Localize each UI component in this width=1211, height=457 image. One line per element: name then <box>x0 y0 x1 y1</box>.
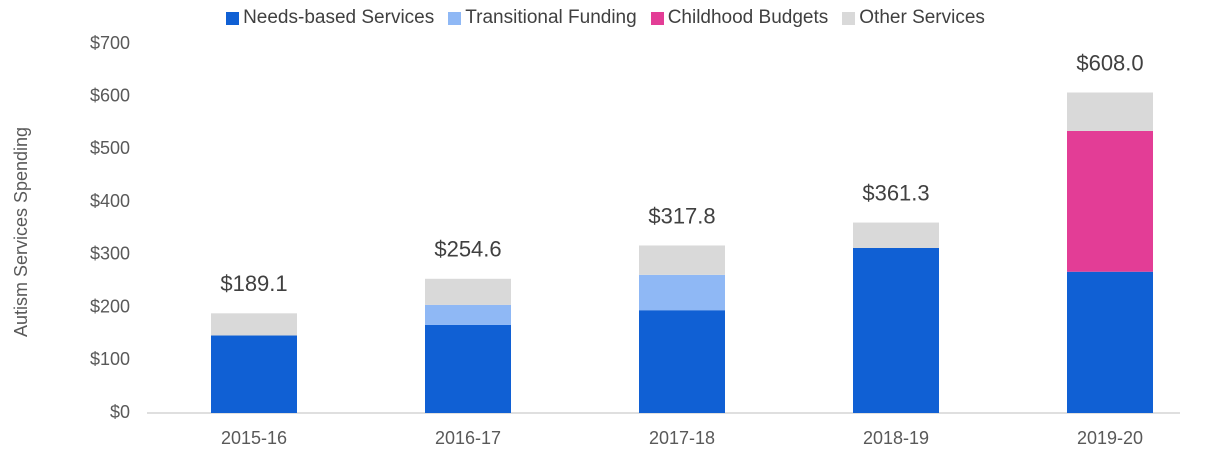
bar-segment <box>211 335 297 413</box>
legend-swatch <box>448 11 462 25</box>
bar-segment <box>1067 271 1153 413</box>
legend-label: Needs-based Services <box>243 7 435 28</box>
bar-segment <box>211 313 297 336</box>
legend-item: Needs-based Services <box>226 7 434 29</box>
y-tick-label: $700 <box>90 33 130 53</box>
legend-item: Childhood Budgets <box>650 7 829 29</box>
legend-swatch <box>226 11 240 25</box>
legend-item: Other Services <box>842 7 985 29</box>
y-tick-label: $400 <box>90 191 130 211</box>
legend-swatch <box>650 11 664 25</box>
total-label: $361.3 <box>862 180 929 205</box>
bar-segment <box>639 274 725 311</box>
y-tick-label: $0 <box>110 402 130 422</box>
x-tick-label: 2015-16 <box>221 428 287 448</box>
y-tick-label: $100 <box>90 349 130 369</box>
legend-label: Transitional Funding <box>465 7 637 28</box>
x-tick-label: 2018-19 <box>863 428 929 448</box>
x-tick-label: 2016-17 <box>435 428 501 448</box>
y-axis-title: Autism Services Spending <box>11 127 31 337</box>
bar-segment <box>639 310 725 413</box>
bar-segment <box>1067 130 1153 272</box>
bar-segment <box>425 278 511 305</box>
bar-segment <box>853 222 939 249</box>
legend-label: Childhood Budgets <box>667 7 829 28</box>
legend-swatch <box>842 11 856 25</box>
bar-segment <box>1067 92 1153 131</box>
legend-item: Transitional Funding <box>448 7 637 29</box>
bar-segment <box>853 248 939 413</box>
x-tick-label: 2019-20 <box>1077 428 1143 448</box>
bar-segment <box>425 304 511 325</box>
y-tick-label: $300 <box>90 244 130 264</box>
total-label: $254.6 <box>434 237 501 262</box>
y-tick-label: $600 <box>90 85 130 105</box>
bar-segment <box>639 245 725 275</box>
legend-label: Other Services <box>859 7 985 28</box>
y-tick-label: $200 <box>90 296 130 316</box>
x-tick-label: 2017-18 <box>649 428 715 448</box>
total-label: $317.8 <box>648 203 715 228</box>
bar-segment <box>425 324 511 413</box>
y-tick-label: $500 <box>90 138 130 158</box>
legend: Needs-based Services Transitional Funding… <box>0 7 1211 29</box>
total-label: $189.1 <box>220 271 287 296</box>
total-label: $608.0 <box>1076 50 1143 75</box>
